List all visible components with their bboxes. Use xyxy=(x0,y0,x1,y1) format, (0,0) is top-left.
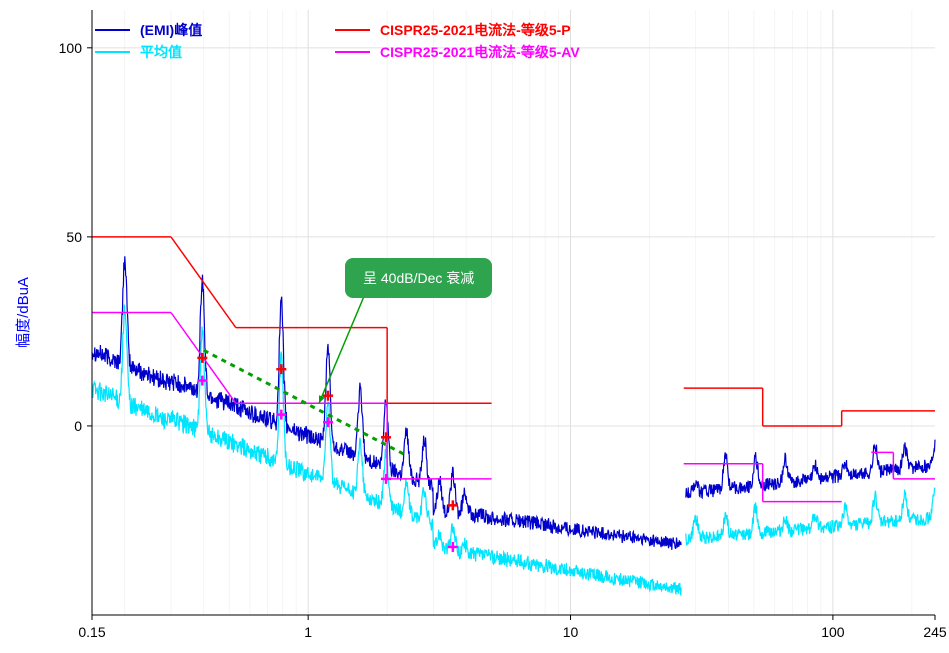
svg-text:10: 10 xyxy=(563,624,579,640)
svg-text:100: 100 xyxy=(59,40,83,56)
svg-text:1: 1 xyxy=(304,624,312,640)
svg-text:245: 245 xyxy=(923,624,947,640)
annotation-text: 呈 40dB/Dec 衰减 xyxy=(363,270,474,286)
annotation-callout: 呈 40dB/Dec 衰减 xyxy=(345,258,492,298)
emi-chart-container: 0.15 1 10 100 245 0 50 100 幅度/dBuA (EMI)峰值平均值 CISP… xyxy=(0,0,949,653)
svg-text:CISPR25-2021电流法-等级5-AV: CISPR25-2021电流法-等级5-AV xyxy=(380,44,580,60)
svg-text:0.15: 0.15 xyxy=(78,624,105,640)
svg-text:CISPR25-2021电流法-等级5-P: CISPR25-2021电流法-等级5-P xyxy=(380,22,571,38)
svg-text:50: 50 xyxy=(66,229,82,245)
svg-text:(EMI)峰值: (EMI)峰值 xyxy=(140,22,202,38)
emi-chart-svg: 0.15 1 10 100 245 0 50 100 幅度/dBuA (EMI)峰值平均值 CISP… xyxy=(0,0,949,653)
svg-text:平均值: 平均值 xyxy=(140,44,182,60)
svg-text:幅度/dBuA: 幅度/dBuA xyxy=(15,277,32,348)
svg-text:100: 100 xyxy=(821,624,845,640)
svg-text:0: 0 xyxy=(74,418,82,434)
